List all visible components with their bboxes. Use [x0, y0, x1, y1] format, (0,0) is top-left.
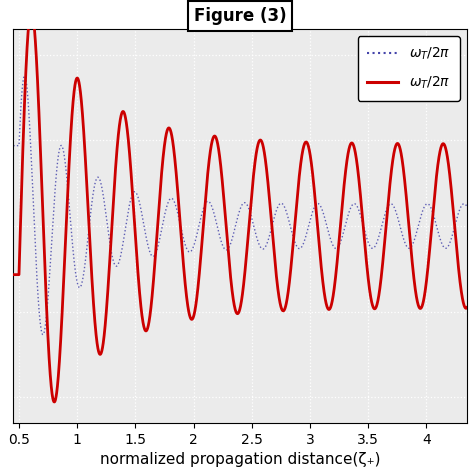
Title: Figure (3): Figure (3): [194, 7, 286, 25]
X-axis label: normalized propagation distance(ζ₊): normalized propagation distance(ζ₊): [100, 452, 380, 467]
Legend: $\omega_T/2\pi$, $\omega_T/2\pi$: $\omega_T/2\pi$, $\omega_T/2\pi$: [357, 36, 460, 101]
